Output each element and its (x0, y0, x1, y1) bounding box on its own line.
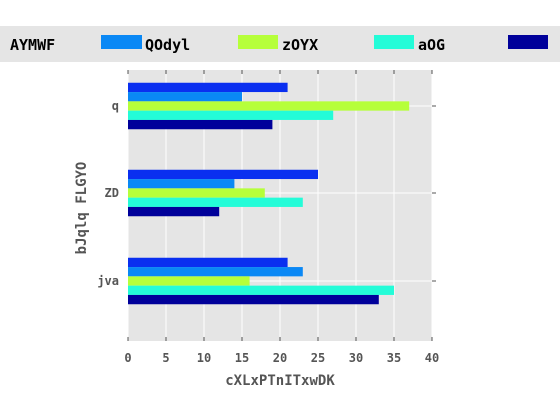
x-tick-label: 40 (425, 351, 439, 365)
bar (128, 294, 379, 305)
bar (128, 101, 410, 111)
x-axis-label: cXLxPTnITxwDK (225, 373, 335, 389)
bar (128, 267, 303, 277)
legend-box (0, 26, 560, 62)
bar (128, 179, 235, 189)
bars (128, 82, 410, 305)
x-tick-label: 5 (162, 351, 169, 365)
bar (128, 285, 394, 295)
x-tick-label: 10 (197, 351, 211, 365)
bar (128, 92, 242, 102)
bar (128, 197, 303, 207)
y-axis-label: bJqlq FLGYO (74, 162, 90, 255)
bar (128, 276, 250, 286)
legend-swatch (102, 35, 142, 49)
bar (128, 110, 334, 120)
bar (128, 82, 288, 93)
legend-swatch (508, 35, 548, 49)
legend-swatch (238, 35, 278, 49)
bar (128, 257, 288, 268)
y-tick-label: q (112, 99, 119, 113)
y-tick-label: jva (97, 274, 119, 288)
y-axis-ticks: q ZD jva (97, 99, 436, 288)
bar (128, 188, 265, 198)
legend-swatch (374, 35, 414, 49)
x-tick-label: 25 (311, 351, 325, 365)
legend-label: AYMWF (10, 36, 55, 54)
x-tick-label: 0 (124, 351, 131, 365)
bar (128, 119, 273, 130)
bar (128, 169, 318, 180)
legend-label: zOYX (282, 36, 318, 54)
x-tick-label: 30 (349, 351, 363, 365)
bar (128, 206, 220, 217)
legend-label: QOdyl (145, 36, 190, 54)
y-tick-label: ZD (105, 186, 119, 200)
x-tick-label: 35 (387, 351, 401, 365)
x-tick-label: 20 (273, 351, 287, 365)
x-tick-label: 15 (235, 351, 249, 365)
legend: AYMWF QOdyl zOYX aOG (0, 26, 560, 62)
legend-label: aOG (418, 36, 445, 54)
x-axis-ticks: 0 5 10 15 20 25 30 35 40 (124, 70, 439, 365)
